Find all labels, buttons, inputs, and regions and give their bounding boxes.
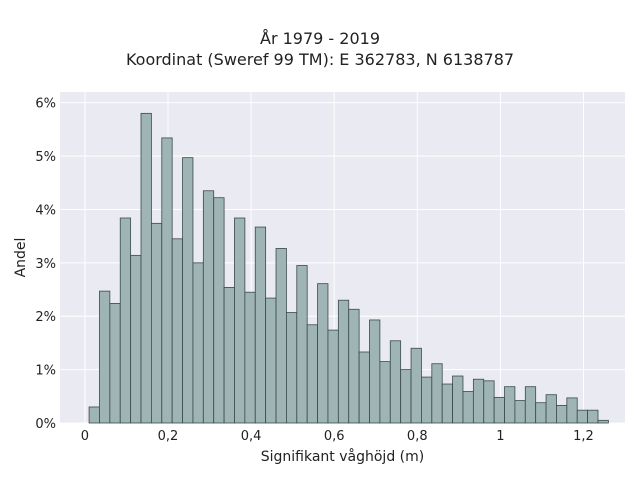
histogram-bar bbox=[119, 217, 132, 424]
histogram-bar bbox=[524, 386, 537, 424]
x-tick-label: 0,4 bbox=[241, 429, 262, 444]
histogram-bar bbox=[483, 380, 495, 424]
histogram-bar bbox=[192, 262, 204, 424]
x-tick-label: 1 bbox=[496, 429, 504, 444]
y-tick-label: 4% bbox=[35, 203, 56, 218]
histogram-bar bbox=[389, 340, 402, 424]
histogram-bar bbox=[182, 157, 194, 424]
histogram-bar bbox=[587, 409, 599, 424]
y-tick-label: 6% bbox=[35, 97, 56, 112]
histogram-bar bbox=[130, 254, 142, 424]
histogram-bar bbox=[535, 402, 547, 424]
histogram-bar bbox=[327, 329, 339, 424]
x-tick-label: 0,6 bbox=[324, 429, 345, 444]
histogram-bar bbox=[504, 386, 516, 424]
histogram-bar bbox=[202, 190, 215, 424]
histogram-bar bbox=[545, 394, 557, 424]
histogram-bar bbox=[410, 347, 422, 424]
x-tick-label: 0,8 bbox=[407, 429, 428, 444]
histogram-bar bbox=[369, 319, 381, 424]
histogram-bar bbox=[150, 222, 163, 424]
histogram-bar bbox=[265, 297, 277, 424]
histogram-bar bbox=[348, 308, 360, 424]
histogram-bar bbox=[88, 406, 100, 424]
histogram-bar bbox=[140, 112, 152, 424]
y-tick-label: 5% bbox=[35, 150, 56, 165]
histogram-bar bbox=[109, 303, 121, 424]
histogram-bar bbox=[254, 226, 267, 424]
histogram-bar bbox=[244, 291, 256, 424]
histogram-bar bbox=[296, 265, 308, 424]
histogram-bar bbox=[566, 397, 578, 424]
y-axis-label: Andel bbox=[13, 238, 29, 278]
histogram-bar bbox=[576, 409, 589, 424]
histogram-bar bbox=[99, 290, 111, 424]
histogram-bar bbox=[493, 396, 505, 424]
histogram-bar bbox=[400, 369, 412, 424]
histogram-bar bbox=[286, 312, 298, 424]
histogram-bar bbox=[431, 363, 443, 424]
histogram-bar bbox=[441, 383, 453, 424]
x-axis-label: Signifikant våghöjd (m) bbox=[261, 448, 424, 465]
histogram-bar bbox=[337, 299, 350, 424]
histogram-bar bbox=[306, 324, 318, 424]
x-tick-label: 0 bbox=[81, 429, 89, 444]
histogram-bar bbox=[462, 391, 474, 424]
x-tick-label: 0,2 bbox=[158, 429, 179, 444]
histogram-bar bbox=[171, 238, 183, 424]
histogram-bar bbox=[161, 137, 173, 424]
y-tick-label: 3% bbox=[35, 257, 56, 272]
histogram-bar bbox=[379, 361, 391, 424]
histogram-bar bbox=[452, 375, 464, 424]
histogram-bar bbox=[223, 286, 235, 424]
histogram-bar bbox=[472, 378, 485, 424]
x-tick-label: 1,2 bbox=[573, 429, 594, 444]
histogram-bar bbox=[275, 248, 287, 424]
y-tick-label: 2% bbox=[35, 310, 56, 325]
y-tick-label: 1% bbox=[35, 364, 56, 379]
histogram-bar bbox=[597, 419, 609, 424]
y-tick-label: 0% bbox=[35, 417, 56, 432]
histogram-bar bbox=[234, 217, 246, 424]
chart-title: År 1979 - 2019 bbox=[260, 29, 380, 48]
histogram-bar bbox=[213, 197, 225, 424]
histogram-bar bbox=[514, 400, 526, 424]
histogram-bar bbox=[317, 283, 329, 424]
histogram-bar bbox=[421, 376, 433, 424]
histogram-bar bbox=[358, 351, 370, 424]
chart-subtitle: Koordinat (Sweref 99 TM): E 362783, N 61… bbox=[125, 50, 515, 69]
histogram-bar bbox=[556, 404, 568, 424]
